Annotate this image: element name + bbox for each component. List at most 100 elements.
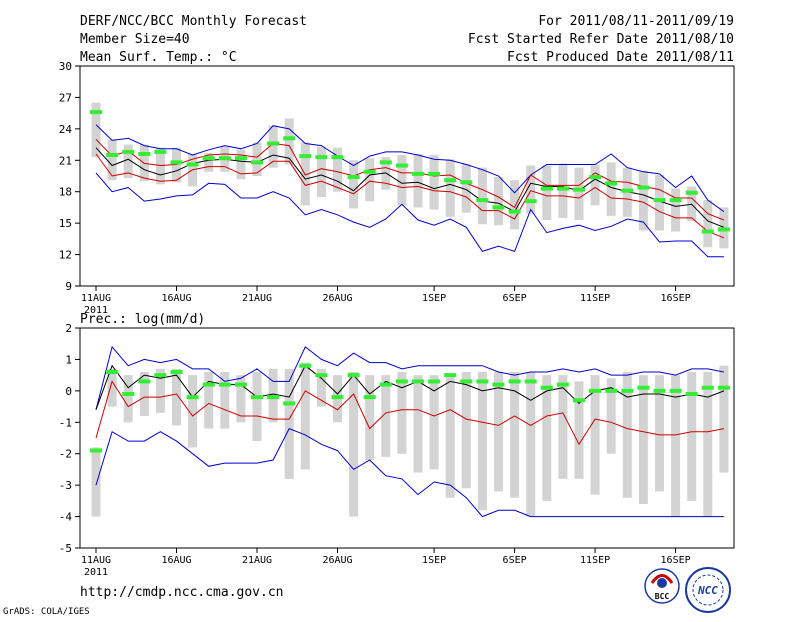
observed-marker: [154, 149, 167, 154]
ensemble-box: [316, 368, 326, 407]
bcc-logo: BCC: [644, 568, 680, 604]
ensemble-box: [413, 154, 423, 208]
observed-marker: [653, 198, 666, 203]
ensemble-box: [622, 372, 632, 498]
observed-marker: [669, 198, 682, 203]
ensemble-box: [333, 147, 342, 192]
ensemble-box: [655, 174, 664, 231]
y-tick-label: -2: [59, 448, 72, 461]
observed-marker: [251, 395, 263, 400]
observed-marker: [637, 185, 650, 190]
ensemble-box: [461, 164, 471, 213]
observed-marker: [106, 153, 119, 158]
ensemble-box: [671, 188, 681, 232]
observed-marker: [444, 178, 457, 183]
observed-marker: [395, 163, 408, 168]
observed-marker: [637, 385, 650, 390]
ensemble-box: [510, 180, 520, 230]
ensemble-box: [91, 447, 101, 517]
observed-marker: [573, 187, 585, 192]
observed-marker: [90, 110, 102, 115]
ensemble-box: [155, 147, 165, 185]
source-url[interactable]: http://cmdp.ncc.cma.gov.cn: [80, 585, 284, 600]
observed-marker: [508, 209, 521, 214]
x-tick-label: 1SEP: [422, 555, 446, 566]
observed-marker: [492, 205, 505, 210]
observed-marker: [218, 156, 231, 161]
forecast-period: For 2011/08/11-2011/09/19: [538, 14, 734, 29]
ncc-logo-text: NCC: [697, 584, 718, 597]
observed-marker: [412, 171, 424, 176]
observed-marker: [299, 363, 312, 368]
spread-lower-line: [95, 380, 724, 446]
ensemble-box: [687, 372, 697, 501]
observed-marker: [605, 388, 618, 393]
ensemble-box: [429, 155, 439, 210]
ensemble-box: [638, 375, 648, 504]
y-tick-label: 21: [59, 154, 72, 167]
ensemble-box: [91, 102, 101, 158]
precip-label: Prec.: log(mm/d): [80, 312, 205, 327]
observed-marker: [685, 190, 698, 195]
ensemble-box: [349, 372, 359, 517]
observed-marker: [122, 392, 135, 396]
x-tick-label: 11AUG: [81, 555, 111, 566]
observed-marker: [540, 186, 553, 191]
observed-marker: [685, 392, 698, 396]
ensemble-box: [687, 186, 697, 222]
observed-marker: [363, 395, 376, 400]
observed-marker: [508, 379, 521, 384]
ensemble-box: [510, 372, 520, 498]
y-tick-label: 2: [65, 322, 72, 335]
y-tick-label: 1: [65, 353, 72, 366]
x-year-label: 2011: [84, 567, 108, 578]
observed-marker: [267, 395, 280, 400]
y-tick-label: -3: [59, 479, 72, 492]
observed-marker: [90, 448, 102, 453]
observed-marker: [347, 373, 360, 378]
ensemble-box: [123, 144, 133, 179]
observed-marker: [589, 388, 602, 393]
ensemble-box: [204, 372, 214, 429]
ensemble-box: [671, 375, 681, 517]
ensemble-box: [494, 372, 503, 492]
plot-frame: [79, 65, 735, 287]
grads-credit: GrADS: COLA/IGES: [3, 607, 90, 617]
x-tick-label: 21AUG: [242, 293, 272, 304]
observed-marker: [556, 186, 569, 191]
ensemble-box: [655, 375, 664, 492]
y-tick-label: -1: [59, 416, 72, 429]
observed-marker: [492, 382, 505, 387]
observed-marker: [331, 395, 344, 400]
ensemble-box: [155, 368, 165, 413]
ensemble-box: [107, 368, 117, 407]
observed-marker: [347, 175, 360, 180]
observed-marker: [363, 169, 376, 174]
fcst-produced-date: Fcst Produced Date 2011/08/11: [507, 50, 734, 65]
ensemble-box: [445, 159, 455, 217]
observed-marker: [621, 388, 634, 393]
observed-marker: [412, 379, 424, 384]
observed-marker: [218, 382, 231, 387]
ensemble-box: [558, 163, 568, 218]
ensemble-box: [204, 152, 214, 172]
ensemble-box: [606, 162, 616, 216]
y-tick-label: 30: [59, 60, 72, 73]
observed-marker: [556, 382, 569, 387]
spread-upper-line: [95, 138, 725, 221]
ensemble-box: [284, 368, 294, 479]
ensemble-box: [316, 146, 326, 197]
observed-marker: [122, 149, 135, 154]
x-tick-label: 11SEP: [580, 293, 610, 304]
ensemble-box: [139, 372, 149, 416]
observed-marker: [186, 162, 199, 167]
x-tick-label: 11SEP: [580, 555, 610, 566]
ensemble-box: [574, 167, 584, 220]
ensemble-box: [252, 142, 262, 176]
observed-marker: [540, 385, 553, 390]
ncc-logo-inner-ring: [692, 574, 724, 606]
ensemble-box: [252, 372, 262, 442]
observed-marker: [476, 198, 489, 203]
y-tick-label: 24: [59, 123, 73, 136]
ensemble-box: [445, 375, 455, 498]
